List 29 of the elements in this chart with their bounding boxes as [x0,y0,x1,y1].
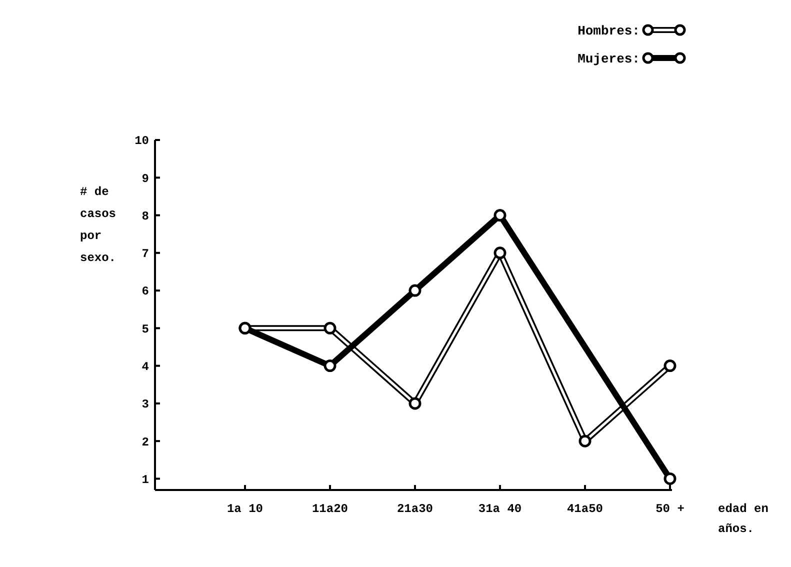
point [494,209,506,222]
point [324,360,336,372]
point [578,434,592,448]
point [494,246,506,260]
x-tick-label: 1a 10 [226,502,264,516]
y-tick-label: 2 [142,435,149,450]
x-tick-label: 50 + [656,502,684,516]
y-tick-label: 10 [134,134,149,148]
y-tick-label: 8 [142,209,149,224]
y-tick-label: 5 [142,322,149,336]
x-axis-title: edad en años. [718,502,768,536]
y-tick-label: 6 [142,284,149,299]
x-tick-label: 11a20 [312,502,348,516]
legend-label: Mujeres: [578,52,640,67]
legend-label: Hombres: [578,24,640,39]
point [324,322,336,334]
y-axis-title: # de casos por sexo. [80,185,116,265]
point [408,397,422,410]
y-tick-label: 7 [142,247,149,262]
point [664,360,676,372]
y-tick-label: 9 [142,172,149,186]
x-tick-label: 21a30 [396,502,434,516]
point [408,284,422,297]
point [664,472,676,485]
y-tick-label: 4 [142,360,149,374]
y-tick-label: 3 [142,398,149,412]
x-tick-label: 41a50 [566,502,604,516]
x-tick-label: 31a 40 [478,502,522,516]
y-tick-label: 1 [142,472,149,487]
